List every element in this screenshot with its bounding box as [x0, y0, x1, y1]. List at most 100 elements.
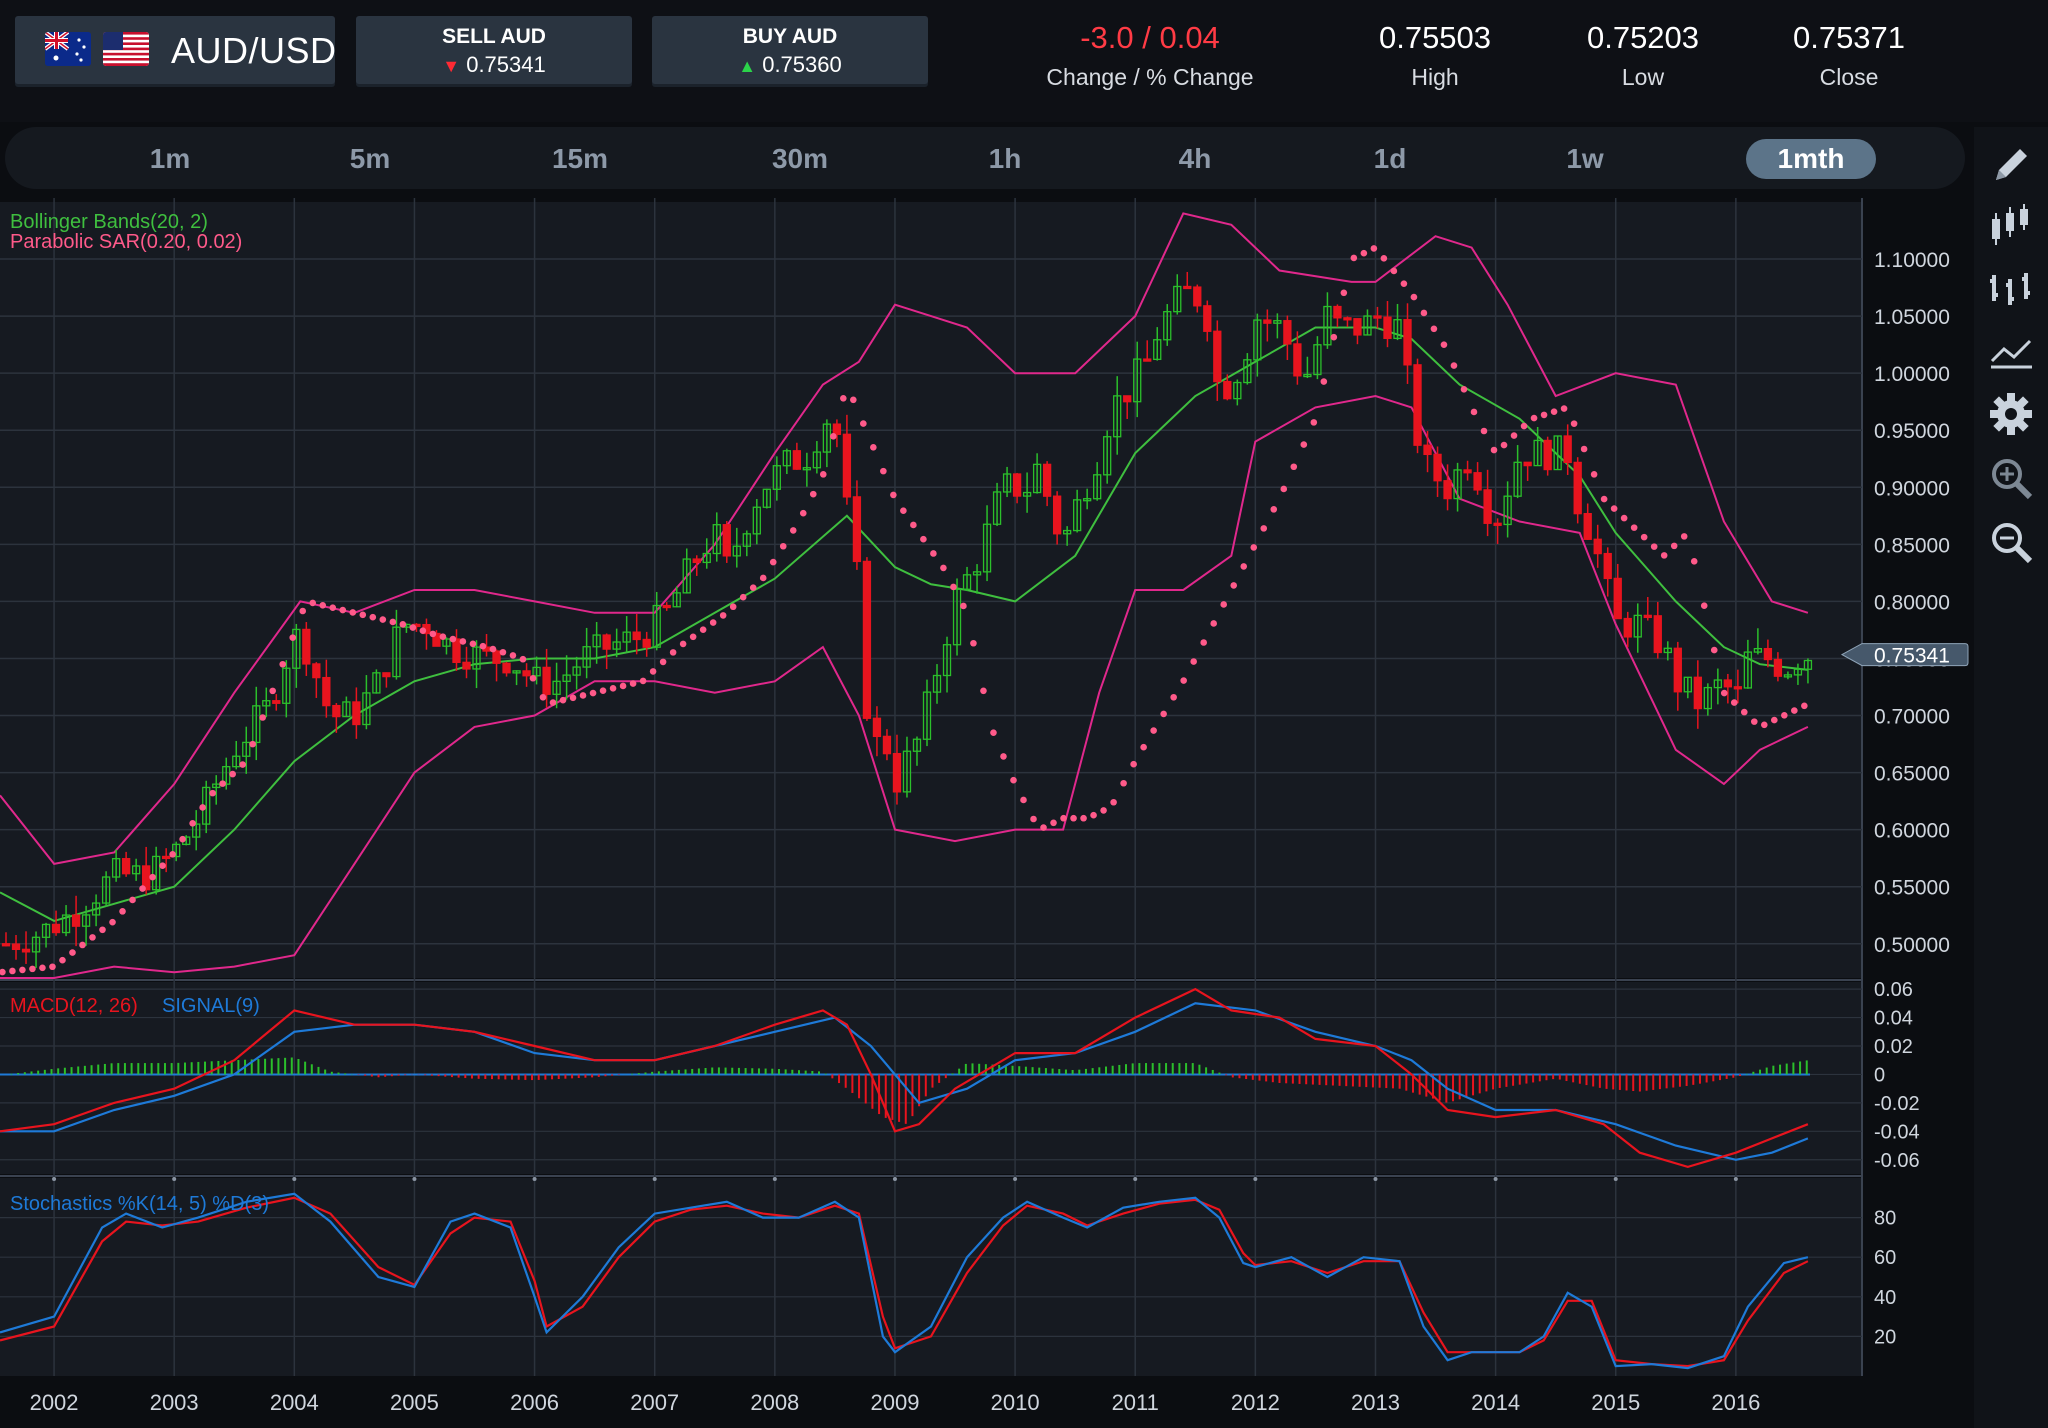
sar-dot — [699, 626, 707, 633]
candle-down — [1123, 395, 1132, 403]
sar-dot — [1580, 445, 1588, 453]
stoch-d-line — [0, 1196, 1809, 1368]
sar-dot — [1670, 542, 1678, 550]
sar-dot — [299, 607, 307, 615]
change-label: Change / % Change — [1046, 64, 1254, 90]
candle-up — [1393, 319, 1402, 340]
candle-up — [1002, 473, 1012, 493]
candle-down — [1403, 319, 1412, 366]
candle-up — [752, 506, 761, 535]
timeframe-1d[interactable]: 1d — [1373, 143, 1407, 174]
zoom-in-icon[interactable] — [1986, 453, 2036, 503]
candle-up — [152, 855, 161, 891]
sar-dot — [1760, 721, 1768, 729]
sar-dot — [809, 490, 817, 498]
candle-down — [1493, 522, 1502, 526]
x-tick-label: 2008 — [750, 1390, 799, 1415]
timeframe-1h[interactable]: 1h — [988, 143, 1022, 174]
close-stat: 0.75371 Close — [1774, 20, 1924, 91]
bar-chart-icon[interactable] — [1986, 265, 2036, 315]
gear-icon[interactable] — [1986, 389, 2036, 439]
sar-dot — [1620, 514, 1628, 522]
price-tick-label: 1.10000 — [1874, 249, 1950, 272]
candle-down — [1463, 469, 1472, 474]
candle-down — [1483, 489, 1492, 524]
sar-dot — [1360, 249, 1368, 257]
candle-down — [1653, 615, 1662, 654]
sar-dot — [779, 542, 787, 550]
sar-dot — [1630, 524, 1638, 531]
candle-down — [1623, 617, 1632, 638]
sar-dot — [1470, 408, 1478, 416]
sar-dot — [1771, 716, 1778, 724]
zoom-out-icon[interactable] — [1986, 517, 2036, 567]
sar-dot — [19, 966, 26, 974]
candlestick-icon[interactable] — [1986, 201, 2036, 251]
current-price-label: 0.75341 — [1874, 645, 1950, 668]
candle-down — [71, 914, 81, 927]
pencil-icon[interactable] — [1986, 140, 2036, 190]
timeframe-1mth[interactable]: 1mth — [1746, 139, 1876, 179]
candle-up — [1233, 381, 1242, 400]
candle-up — [1083, 498, 1092, 502]
macd-tick-label: 0.02 — [1874, 1036, 1913, 1058]
sar-dot — [469, 640, 477, 648]
candle-down — [1193, 286, 1202, 307]
candle-up — [1133, 358, 1142, 403]
candle-down — [1523, 461, 1532, 467]
macd-panel — [0, 987, 1810, 1169]
line-chart-icon[interactable] — [1986, 327, 2036, 377]
candle-up — [622, 631, 631, 643]
panel-background-2 — [0, 982, 1862, 1174]
candle-up — [192, 823, 201, 838]
candle-up — [992, 491, 1002, 525]
chart-area[interactable]: 2002 2003 2004 2005 2006 2007 2008 2009 2010 2011… — [0, 198, 1970, 1428]
x-tick-dot — [412, 1177, 417, 1181]
sar-dot — [399, 621, 407, 628]
sar-dot — [769, 558, 777, 566]
sell-button[interactable]: SELL AUD ▼ 0.75341 — [356, 16, 632, 84]
candle-down — [302, 628, 311, 665]
currency-pair-selector[interactable]: AUD/USD — [15, 16, 336, 84]
sar-dot — [479, 642, 487, 650]
timeframe-30m[interactable]: 30m — [771, 143, 829, 174]
sar-dot — [329, 604, 337, 611]
candle-up — [282, 667, 291, 704]
sar-dot — [880, 467, 887, 475]
candle-down — [1563, 435, 1572, 464]
sar-dot — [1530, 414, 1538, 422]
sar-dot — [1570, 420, 1578, 427]
candle-down — [1263, 319, 1272, 324]
candle-up — [562, 674, 571, 682]
candle-down — [51, 923, 61, 934]
candle-up — [612, 641, 621, 650]
australia-flag-icon — [45, 32, 91, 66]
candle-down — [452, 638, 461, 663]
sar-dot — [629, 680, 637, 687]
sar-dot — [1730, 699, 1738, 706]
x-tick-label: 2013 — [1351, 1390, 1400, 1415]
x-tick-label: 2003 — [150, 1390, 199, 1415]
timeframe-15m[interactable]: 15m — [551, 143, 609, 174]
sar-dot — [1690, 558, 1698, 565]
sar-dot — [719, 612, 727, 619]
sar-dot — [119, 908, 126, 915]
candle-up — [372, 672, 381, 694]
signal-line — [0, 1002, 1809, 1161]
sell-label: SELL AUD — [442, 25, 546, 48]
x-tick-dot — [1013, 1177, 1018, 1181]
candle-up — [982, 523, 992, 573]
buy-button[interactable]: BUY AUD ▲ 0.75360 — [652, 16, 928, 84]
sar-dot — [559, 696, 567, 704]
timeframe-4h[interactable]: 4h — [1178, 143, 1212, 174]
candle-up — [1093, 474, 1102, 500]
timeframe-1w[interactable]: 1w — [1566, 143, 1604, 174]
timeframe-5m[interactable]: 5m — [349, 143, 391, 174]
sar-dot — [1270, 506, 1278, 513]
timeframe-1m[interactable]: 1m — [149, 143, 191, 174]
sar-dot — [1010, 776, 1017, 784]
panel-background-1 — [0, 202, 1862, 978]
sar-dot — [1180, 677, 1187, 684]
sar-dot — [679, 640, 687, 648]
sar-dot — [279, 660, 287, 668]
